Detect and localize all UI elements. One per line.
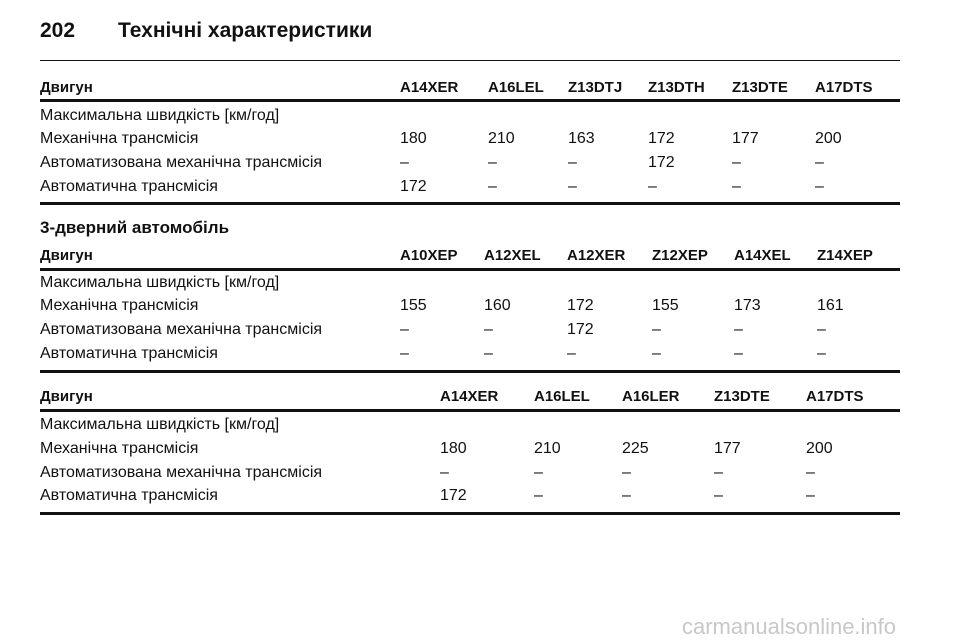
column-header: A10XEP — [400, 247, 458, 264]
cell-value: – — [652, 345, 661, 362]
cell-value: – — [400, 345, 409, 362]
column-header: A16LEL — [534, 388, 590, 405]
cell-value: – — [440, 464, 449, 481]
cell-value: – — [488, 154, 497, 171]
cell-value: – — [534, 464, 543, 481]
section-heading: 3-дверний автомобіль — [40, 218, 230, 237]
cell-value: – — [400, 154, 409, 171]
header-rule — [40, 60, 900, 61]
column-header: Z13DTJ — [568, 79, 623, 96]
cell-value: 172 — [400, 178, 427, 195]
cell-value: 180 — [400, 130, 427, 147]
column-header: Z12XEP — [652, 247, 708, 264]
column-header: A14XER — [440, 388, 499, 405]
cell-value: – — [568, 154, 577, 171]
row-label: Автоматизована механічна трансмісія — [40, 154, 323, 171]
cell-value: 177 — [714, 440, 741, 457]
cell-value: – — [567, 345, 576, 362]
cell-value: 177 — [732, 130, 759, 147]
cell-value: – — [534, 487, 543, 504]
row-label: Автоматична трансмісія — [40, 178, 218, 195]
row-label: Механічна трансмісія — [40, 440, 199, 457]
column-header: A12XER — [567, 247, 626, 264]
cell-value: – — [732, 154, 741, 171]
column-header: Z13DTE — [732, 79, 788, 96]
table-rule — [40, 409, 900, 412]
watermark: carmanualsonline.info — [682, 614, 897, 639]
row-label: Механічна трансмісія — [40, 130, 199, 147]
column-header: A17DTS — [815, 79, 873, 96]
cell-value: – — [488, 178, 497, 195]
table-rule — [40, 512, 900, 515]
column-header: A17DTS — [806, 388, 864, 405]
column-header: A12XEL — [484, 247, 541, 264]
cell-value: – — [484, 345, 493, 362]
column-header: Z13DTH — [648, 79, 705, 96]
cell-value: 155 — [400, 297, 427, 314]
column-header: Двигун — [40, 388, 93, 405]
row-label: Механічна трансмісія — [40, 297, 199, 314]
cell-value: 180 — [440, 440, 467, 457]
cell-value: 200 — [815, 130, 842, 147]
row-label: Автоматична трансмісія — [40, 487, 218, 504]
cell-value: – — [400, 321, 409, 338]
cell-value: 160 — [484, 297, 511, 314]
row-label: Максимальна швидкість [км/год] — [40, 274, 280, 291]
cell-value: – — [817, 321, 826, 338]
column-header: A16LER — [622, 388, 680, 405]
cell-value: – — [732, 178, 741, 195]
cell-value: – — [714, 487, 723, 504]
cell-value: 163 — [568, 130, 595, 147]
cell-value: 200 — [806, 440, 833, 457]
table-rule — [40, 268, 900, 271]
cell-value: – — [622, 464, 631, 481]
table-rule — [40, 202, 900, 205]
cell-value: – — [817, 345, 826, 362]
column-header: A14XER — [400, 79, 459, 96]
cell-value: – — [734, 321, 743, 338]
row-label: Автоматизована механічна трансмісія — [40, 321, 323, 338]
cell-value: 172 — [567, 297, 594, 314]
table-rule — [40, 370, 900, 373]
column-header: A14XEL — [734, 247, 791, 264]
cell-value: – — [815, 154, 824, 171]
cell-value: 172 — [648, 154, 675, 171]
column-header: Двигун — [40, 79, 93, 96]
cell-value: 172 — [440, 487, 467, 504]
cell-value: – — [484, 321, 493, 338]
page-number: 202 — [40, 19, 76, 42]
column-header: Двигун — [40, 247, 93, 264]
row-label: Максимальна швидкість [км/год] — [40, 416, 280, 433]
cell-value: – — [568, 178, 577, 195]
table-rule — [40, 99, 900, 102]
cell-value: 161 — [817, 297, 844, 314]
column-header: Z14XEP — [817, 247, 873, 264]
row-label: Максимальна швидкість [км/год] — [40, 107, 280, 124]
cell-value: 225 — [622, 440, 649, 457]
cell-value: 210 — [488, 130, 515, 147]
cell-value: 172 — [567, 321, 594, 338]
column-header: A16LEL — [488, 79, 544, 96]
row-label: Автоматична трансмісія — [40, 345, 218, 362]
cell-value: 172 — [648, 130, 675, 147]
cell-value: 155 — [652, 297, 679, 314]
row-label: Автоматизована механічна трансмісія — [40, 464, 323, 481]
cell-value: – — [806, 464, 815, 481]
column-header: Z13DTE — [714, 388, 770, 405]
cell-value: 210 — [534, 440, 561, 457]
page-title: Технічні характеристики — [118, 19, 373, 42]
cell-value: – — [815, 178, 824, 195]
cell-value: – — [714, 464, 723, 481]
cell-value: 173 — [734, 297, 761, 314]
cell-value: – — [806, 487, 815, 504]
cell-value: – — [734, 345, 743, 362]
cell-value: – — [622, 487, 631, 504]
cell-value: – — [648, 178, 657, 195]
cell-value: – — [652, 321, 661, 338]
